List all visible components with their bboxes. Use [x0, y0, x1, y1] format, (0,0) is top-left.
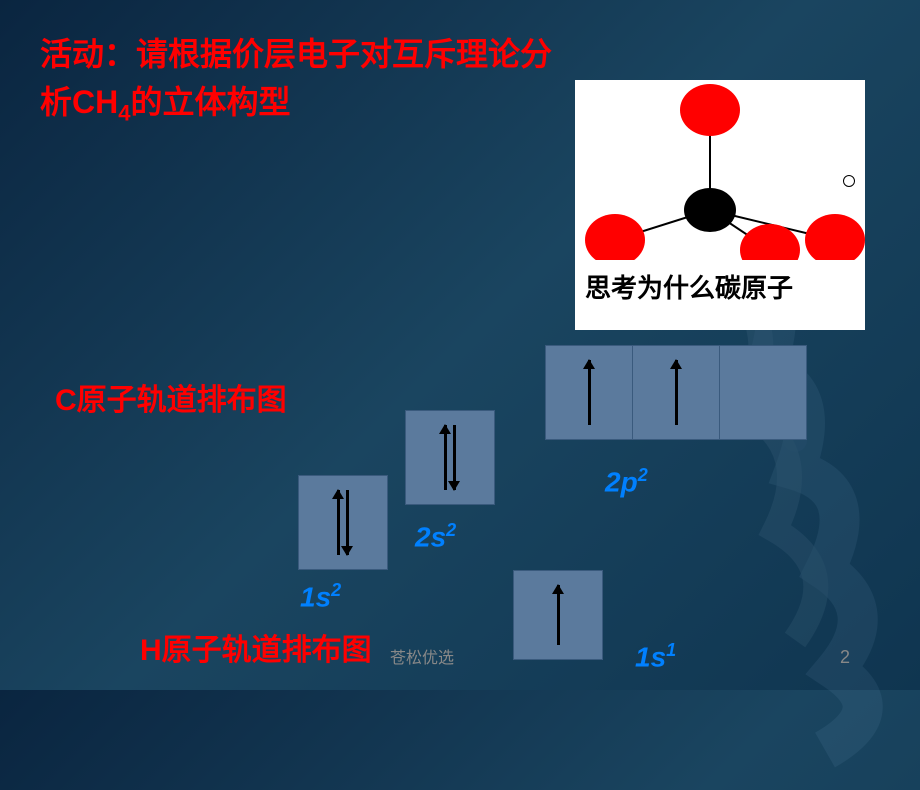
- footer-text: 苍松优选: [390, 644, 454, 668]
- electron-arrow-down: [453, 425, 456, 490]
- orbital-cell: [514, 571, 602, 659]
- molecule-svg: [575, 80, 865, 260]
- orbital-label-h-1s: 1s1: [635, 640, 676, 673]
- electron-arrow-up: [444, 425, 447, 490]
- title-sub: 4: [118, 100, 130, 125]
- orbital-label-c-1s: 1s2: [300, 580, 341, 613]
- orbital-cell: [720, 346, 806, 439]
- c-orbital-label: C原子轨道排布图: [55, 375, 287, 419]
- electron-arrow-up: [337, 490, 340, 555]
- orbital-c-2s: [405, 410, 495, 505]
- orbital-cell: [633, 346, 720, 439]
- think-question: 思考为什么碳原子: [585, 268, 865, 305]
- orbital-label-c-2s: 2s2: [415, 520, 456, 553]
- electron-arrow-up: [588, 360, 591, 425]
- orbital-c-2p: [545, 345, 807, 440]
- activity-title: 活动：请根据价层电子对互斥理论分析CH4的立体构型: [40, 30, 580, 129]
- orbital-label-c-2p: 2p2: [605, 465, 648, 498]
- molecule-diagram: 思考为什么碳原子: [575, 80, 865, 330]
- electron-arrow-up: [557, 585, 560, 645]
- page-number: 2: [840, 647, 850, 668]
- title-prefix: 活动：请根据价层电子对互斥理论分析CH: [40, 36, 552, 120]
- orbital-h-1s: [513, 570, 603, 660]
- orbital-c-1s: [298, 475, 388, 570]
- electron-arrow-up: [675, 360, 678, 425]
- h-orbital-label: H原子轨道排布图: [140, 625, 372, 669]
- orbital-cell: [406, 411, 494, 504]
- small-circle-icon: [843, 175, 855, 187]
- orbital-cell: [299, 476, 387, 569]
- orbital-cell: [546, 346, 633, 439]
- electron-arrow-down: [346, 490, 349, 555]
- title-suffix: 的立体构型: [130, 84, 290, 120]
